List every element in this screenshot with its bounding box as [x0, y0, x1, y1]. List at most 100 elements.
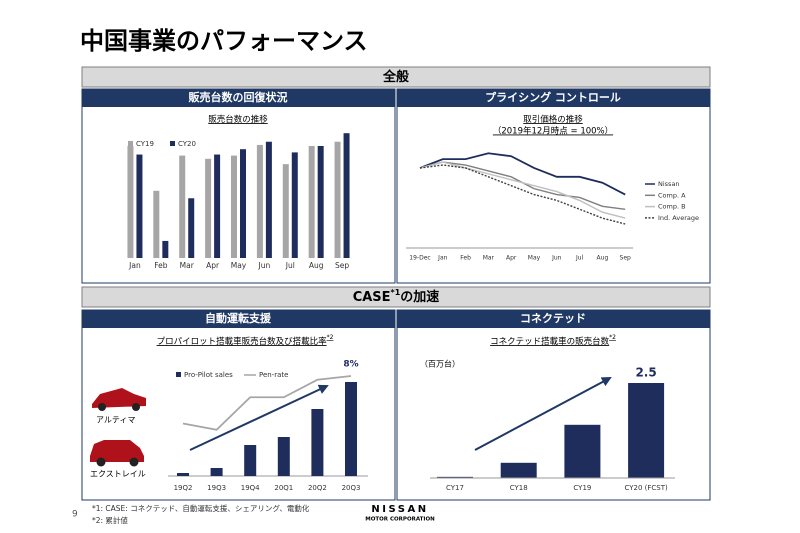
legend-label: Comp. B — [658, 203, 686, 211]
x-tick-label: Jan — [437, 255, 447, 262]
line-group — [419, 152, 626, 196]
line — [419, 161, 626, 219]
x-tick-label: 19Q4 — [241, 484, 260, 492]
chart-title-text: 販売台数の推移 — [208, 114, 268, 125]
x-tick-label: Jul — [285, 261, 295, 270]
logo-sub: MOTOR CORPORATION — [365, 517, 435, 523]
x-tick-label: 20Q3 — [342, 484, 361, 492]
bar — [127, 146, 134, 258]
line-group — [182, 375, 352, 431]
panel-title: 販売台数の回復状況 — [189, 90, 288, 104]
legend-label: CY20 — [178, 140, 196, 148]
bar — [308, 146, 315, 258]
panel-header — [82, 310, 395, 328]
car-label: エクストレイル — [90, 470, 146, 479]
legend-label: CY19 — [136, 140, 154, 148]
value-label: 2.5 — [635, 366, 656, 380]
x-tick-label: 19Q3 — [207, 484, 226, 492]
x-tick-label: CY18 — [510, 484, 528, 492]
line — [182, 375, 352, 431]
bar — [256, 144, 263, 258]
bar — [136, 154, 143, 258]
section-title: CASE*1の加速 — [353, 288, 440, 305]
line — [419, 161, 626, 210]
x-tick-label: Feb — [154, 261, 168, 270]
footnote-mark: *2 — [327, 334, 334, 341]
chart-title: プロパイロット搭載車販売台数及び搭載比率*2 — [157, 334, 334, 347]
bar — [162, 240, 169, 258]
x-tick-label: 20Q2 — [308, 484, 327, 492]
legend-label: Pro-Pilot sales — [184, 371, 233, 379]
trend-arrow — [474, 377, 612, 451]
value-label: 8% — [343, 360, 358, 370]
x-tick-label: Jan — [128, 261, 141, 270]
page-number: 9 — [72, 510, 78, 520]
x-tick-label: 19Q2 — [174, 484, 193, 492]
x-tick-label: May — [231, 261, 247, 270]
legend-swatch — [176, 372, 181, 377]
unit-label: （百万台） — [420, 359, 460, 369]
section-title: 全般 — [382, 69, 409, 85]
line-group — [419, 161, 626, 210]
legend-label: Comp. A — [658, 191, 686, 199]
panel-title: プライシング コントロール — [485, 90, 621, 104]
bar — [282, 164, 289, 258]
panel-header — [397, 89, 710, 107]
section-bar — [81, 66, 711, 88]
section-title-text: CASE — [353, 290, 391, 305]
bar — [188, 198, 195, 258]
bar — [205, 158, 212, 258]
chart-title: コネクテッド搭載車の販売台数*2 — [490, 334, 616, 347]
x-tick-label: 20Q1 — [274, 484, 293, 492]
legend-swatch — [170, 141, 175, 146]
chart-title-text: プロパイロット搭載車販売台数及び搭載比率 — [157, 336, 328, 347]
section-title-text: の加速 — [400, 289, 439, 305]
bar — [265, 141, 272, 258]
x-tick-label: Jul — [575, 255, 584, 262]
car-icon — [90, 440, 144, 467]
bar — [291, 152, 298, 258]
x-tick-label: CY20 (FCST) — [624, 484, 668, 492]
x-tick-label: Apr — [206, 261, 220, 270]
panel-title: コネクテッド — [520, 312, 586, 325]
logo: NISSAN — [371, 504, 428, 515]
car-label: アルティマ — [96, 416, 135, 425]
bar — [317, 146, 324, 258]
x-tick-label: CY17 — [446, 484, 464, 492]
bar — [244, 445, 257, 476]
bar — [628, 383, 665, 478]
bar — [311, 409, 324, 476]
bar — [231, 155, 237, 258]
legend-label: Nissan — [658, 180, 680, 188]
line — [419, 164, 626, 225]
panel-header — [397, 310, 710, 328]
chart-subtitle: （2019年12月時点 = 100%） — [493, 126, 613, 137]
chart-title-text: 取引価格の推移 — [523, 114, 583, 125]
bar — [214, 154, 221, 258]
section-title-text: 全般 — [382, 69, 409, 85]
car-icon — [92, 388, 146, 411]
bar — [343, 133, 350, 258]
line-group — [419, 161, 626, 219]
x-tick-label: Sep — [620, 255, 632, 262]
x-tick-label: Feb — [460, 255, 471, 262]
line-group — [419, 164, 626, 225]
bar — [153, 190, 160, 258]
x-tick-label: Jun — [551, 255, 562, 262]
bar — [177, 473, 189, 476]
bar — [437, 476, 473, 478]
bar — [564, 424, 601, 478]
legend-label: Pen-rate — [259, 371, 288, 379]
panel-title: 自動運転支援 — [205, 311, 272, 325]
bar — [500, 462, 537, 478]
bar — [210, 468, 223, 476]
footnote: *2: 累計値 — [92, 515, 128, 525]
x-tick-label: Mar — [483, 255, 495, 262]
footnote-mark: *1 — [391, 288, 401, 297]
trend-arrow — [189, 384, 329, 451]
x-tick-label: Aug — [309, 261, 324, 270]
footnote: *1: CASE: コネクテッド、自動運転支援、シェアリング、電動化 — [92, 503, 310, 513]
x-tick-label: May — [528, 255, 541, 262]
bar — [179, 155, 186, 258]
